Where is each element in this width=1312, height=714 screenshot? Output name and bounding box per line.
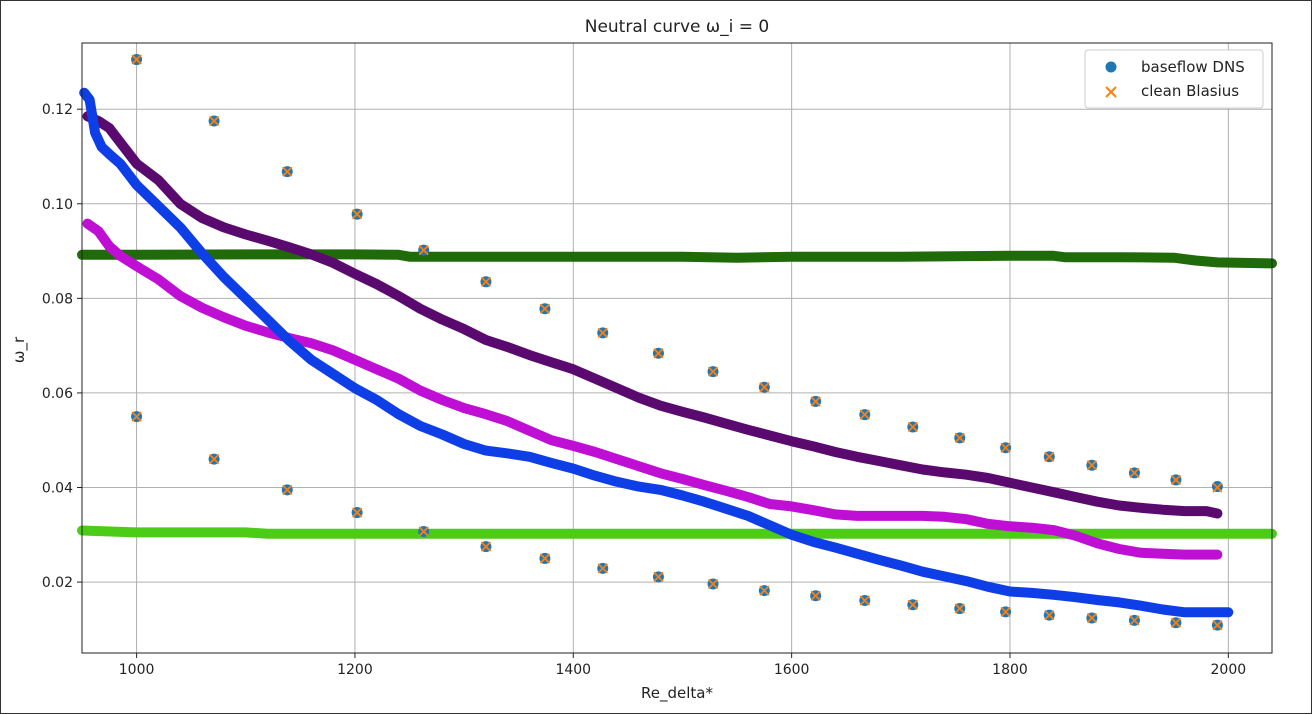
clean-blasius-point: [1170, 474, 1182, 486]
curve-line-3: [82, 218, 1223, 560]
legend-marker-baseflow: [1105, 61, 1117, 73]
clean-blasius-point: [1000, 606, 1011, 617]
y-axis-ticks: 0.02 0.04 0.06 0.08 0.10 0.12: [42, 102, 82, 591]
clean-blasius-point: [1044, 451, 1055, 462]
clean-blasius-point: [810, 590, 821, 601]
y-tick-label: 0.04: [42, 480, 73, 496]
clean-blasius-point: [653, 348, 664, 359]
clean-blasius-point: [1212, 619, 1223, 631]
clean-blasius-point: [1170, 617, 1182, 628]
legend: baseflow DNS clean Blasius: [1084, 49, 1264, 109]
legend-label-baseflow: baseflow DNS: [1141, 58, 1245, 76]
clean-blasius-point: [707, 366, 719, 377]
curve-line-2: [82, 111, 1223, 519]
clean-blasius-point: [859, 409, 870, 420]
clean-blasius-point: [208, 453, 220, 465]
x-tick-label: 1000: [119, 662, 155, 678]
clean-blasius-point: [954, 432, 965, 443]
curve-line-4: [79, 87, 1234, 618]
clean-blasius-point: [759, 585, 770, 596]
x-tick-label: 1200: [337, 662, 373, 678]
clean-blasius-point: [418, 526, 429, 537]
x-tick-label: 1800: [992, 662, 1028, 678]
curve-line-1: [77, 525, 1277, 539]
clean-blasius-point: [351, 507, 363, 518]
plot-area-border: [81, 42, 1273, 654]
clean-blasius-point: [131, 411, 142, 422]
clean-blasius-point: [418, 244, 429, 256]
clean-blasius-point: [480, 276, 492, 287]
chart-title: Neutral curve ω_i = 0: [585, 17, 770, 37]
x-axis-label: Re_delta*: [641, 684, 713, 703]
clean-blasius-point: [208, 115, 220, 127]
clean-blasius-point: [539, 553, 551, 564]
clean-blasius-point: [1044, 610, 1055, 621]
y-tick-label: 0.12: [42, 102, 73, 118]
legend-box: [1084, 49, 1264, 109]
legend-marker-blasius: [1105, 86, 1117, 98]
y-axis-label: ω_r: [10, 336, 29, 363]
clean-blasius-point: [1000, 442, 1011, 453]
y-tick-label: 0.08: [42, 291, 73, 307]
clean-blasius-point: [282, 166, 293, 177]
clean-blasius-point: [859, 595, 870, 606]
clean-blasius-point: [707, 578, 719, 590]
markers: [131, 54, 1223, 631]
y-tick-label: 0.02: [42, 575, 73, 591]
clean-blasius-point: [810, 396, 821, 407]
clean-blasius-point: [539, 303, 551, 314]
curves: [77, 87, 1277, 618]
x-tick-label: 1600: [774, 662, 810, 678]
grid: [82, 43, 1272, 653]
clean-blasius-point: [759, 382, 770, 393]
clean-blasius-point: [1212, 482, 1223, 493]
x-tick-label: 1400: [555, 662, 591, 678]
x-axis-ticks: 1000 1200 1400 1600 1800 2000: [119, 653, 1246, 678]
clean-blasius-point: [1129, 467, 1140, 478]
clean-blasius-point: [282, 484, 293, 495]
clean-blasius-point: [954, 603, 965, 614]
clean-blasius-point: [1129, 615, 1140, 626]
clean-blasius-point: [653, 571, 664, 583]
x-tick-label: 2000: [1211, 662, 1247, 678]
clean-blasius-point: [907, 421, 918, 433]
clean-blasius-point: [597, 563, 608, 574]
clean-blasius-point: [907, 599, 918, 610]
clean-blasius-point: [480, 541, 492, 552]
y-tick-label: 0.06: [42, 386, 73, 402]
clean-blasius-point: [597, 327, 608, 339]
clean-blasius-point: [1086, 460, 1097, 471]
y-tick-label: 0.10: [42, 197, 73, 213]
clean-blasius-point: [351, 209, 363, 220]
clean-blasius-point: [131, 54, 142, 65]
clean-blasius-point: [1086, 612, 1097, 624]
curve-line-0: [77, 249, 1277, 269]
legend-label-blasius: clean Blasius: [1141, 82, 1239, 100]
